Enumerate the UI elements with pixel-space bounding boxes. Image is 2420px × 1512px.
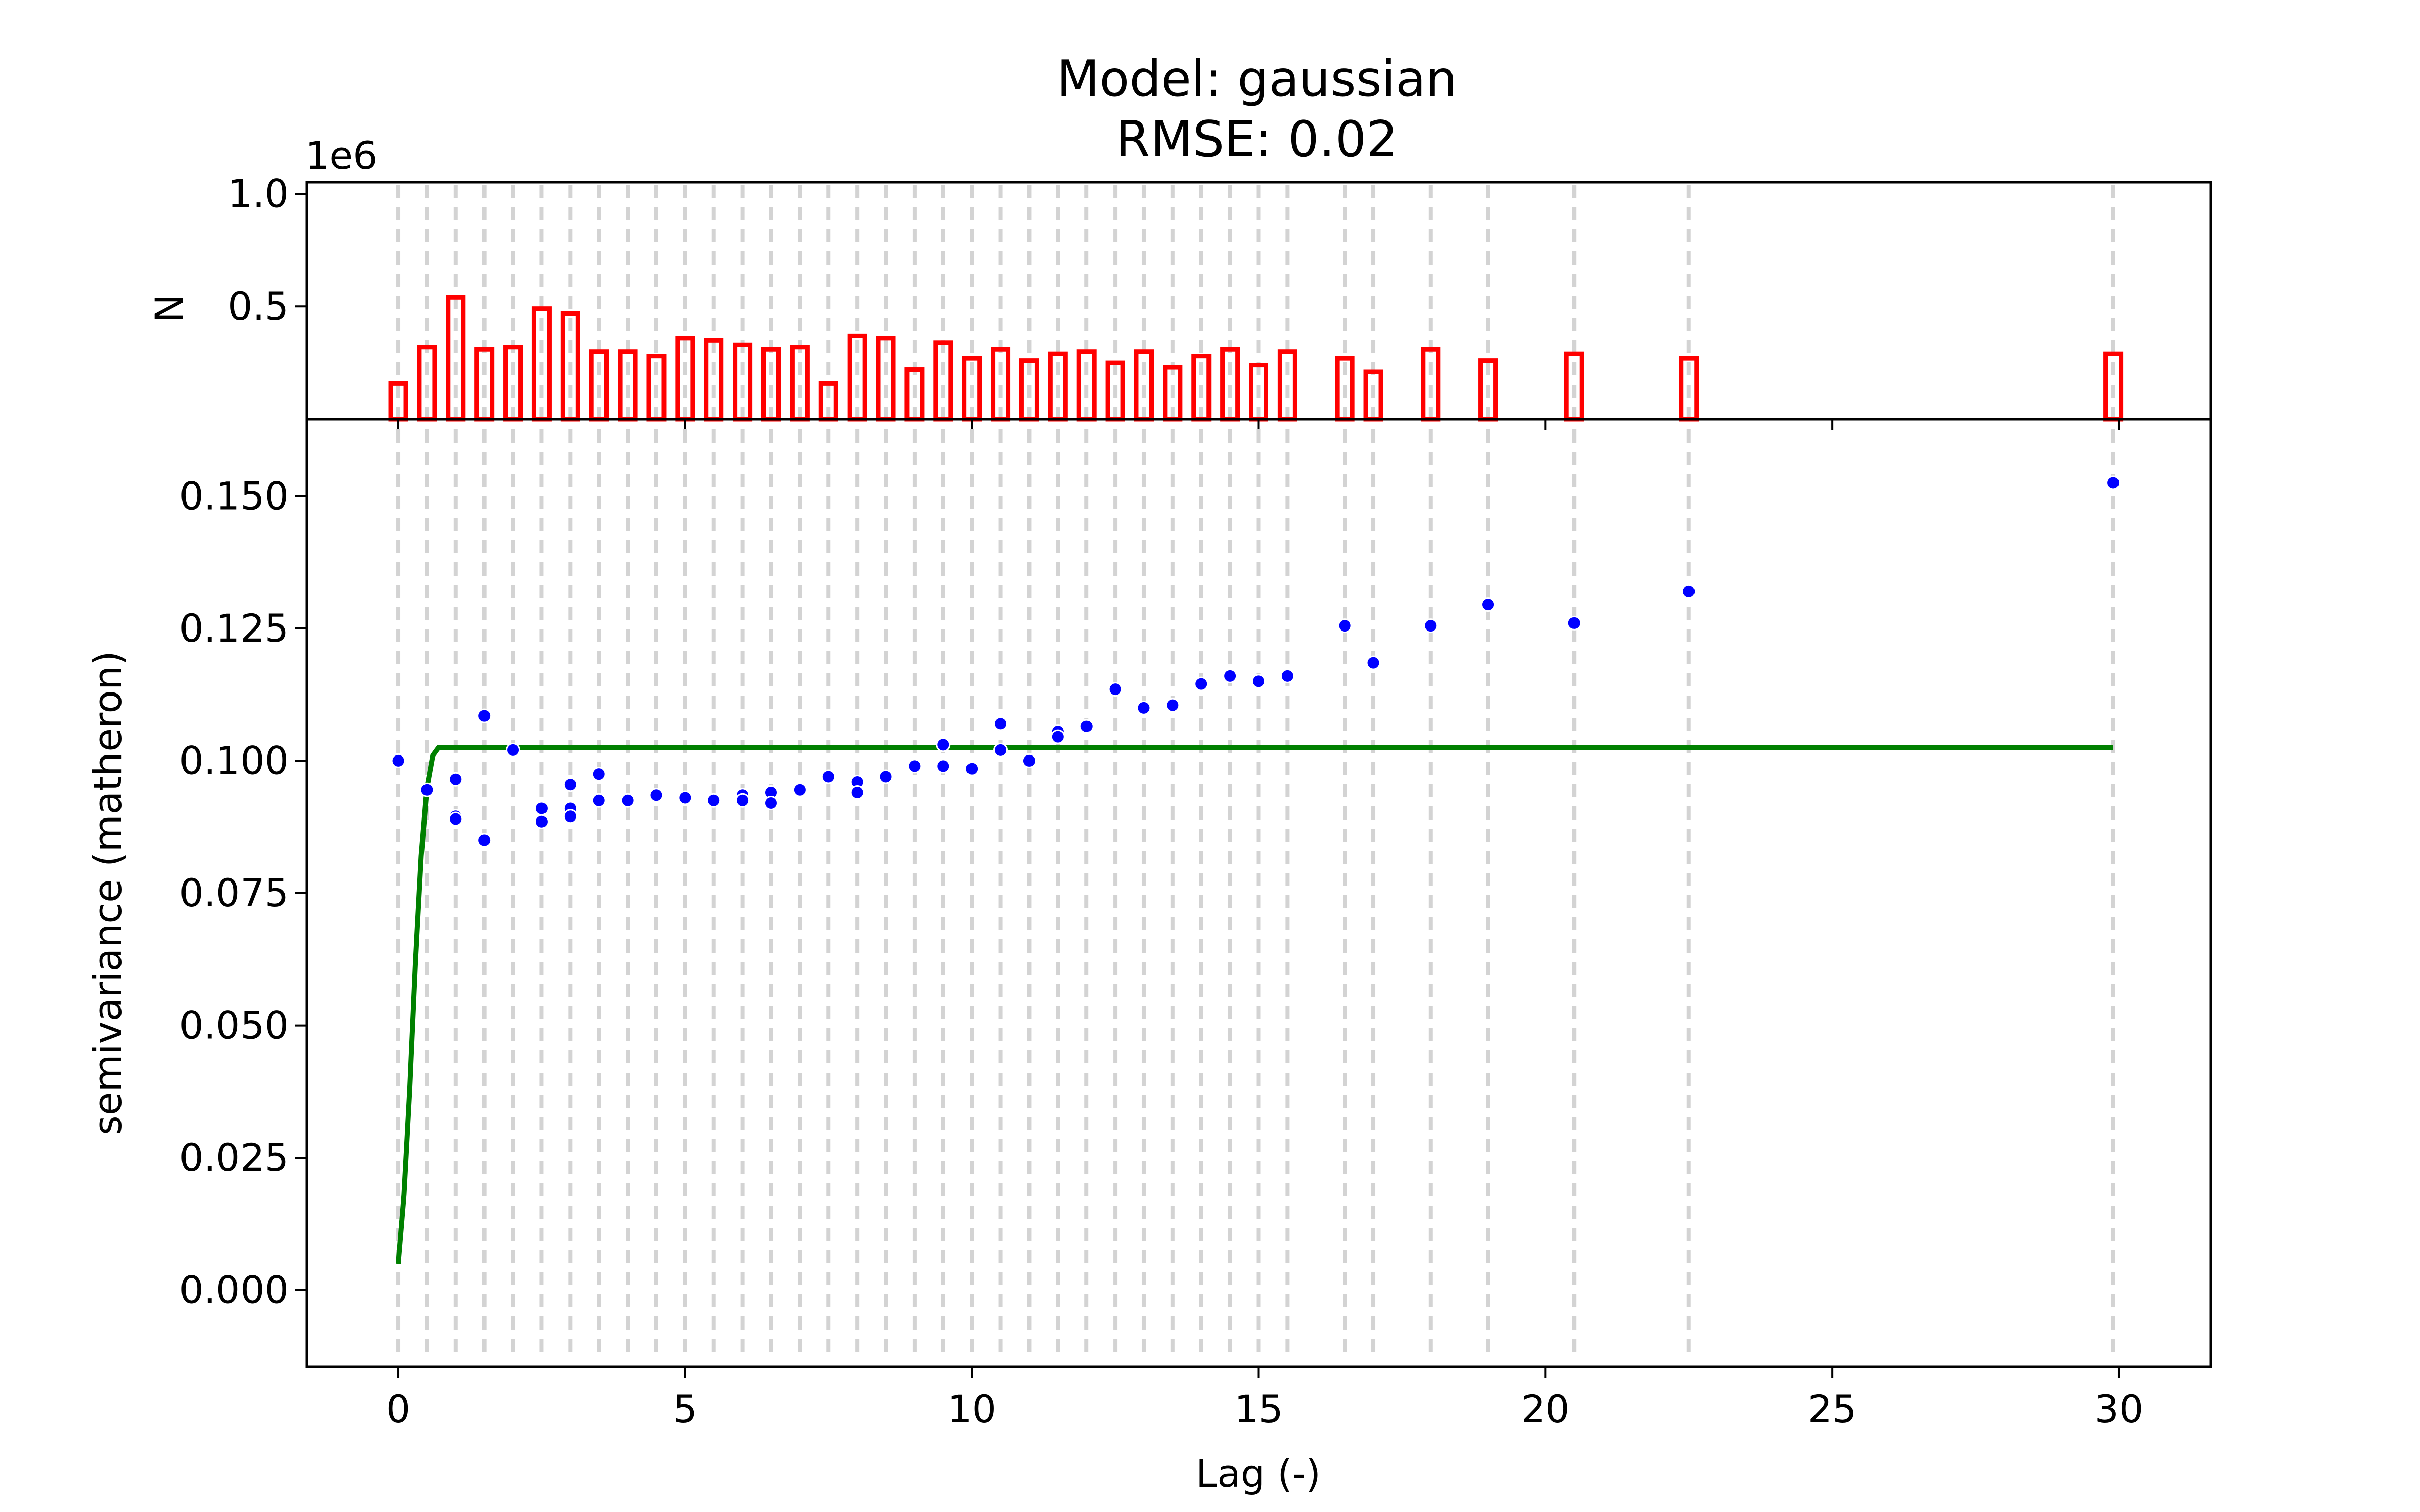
- histogram-y-tick-label: 0.5: [228, 284, 289, 329]
- variogram-point: [993, 742, 1008, 758]
- x-tick-label: 15: [1234, 1387, 1283, 1431]
- variogram-y-tick-label: 0.125: [179, 606, 289, 651]
- variogram-points: [391, 475, 2121, 848]
- variogram-point: [448, 772, 463, 787]
- variogram-point: [419, 782, 435, 797]
- variogram-point: [878, 769, 893, 784]
- variogram-point: [1021, 753, 1037, 768]
- variogram-point: [477, 708, 492, 723]
- variogram-point: [534, 814, 549, 829]
- variogram-point: [1423, 618, 1438, 634]
- variogram-point: [2106, 475, 2121, 490]
- variogram-point: [448, 811, 463, 827]
- x-tick-label: 5: [673, 1387, 697, 1431]
- variogram-point: [1079, 719, 1094, 734]
- variogram-point: [1566, 615, 1582, 631]
- variogram-point: [477, 833, 492, 848]
- variogram-point: [1337, 618, 1352, 634]
- variogram-x-ticks: 0 5 10 15 20 25 30: [386, 1367, 2143, 1431]
- variogram-point: [1223, 668, 1238, 683]
- variogram-panel: 0.000 0.025 0.050 0.075 0.100 0.125 0.150 0 5 10…: [85, 418, 2212, 1496]
- x-tick-label: 30: [2095, 1387, 2144, 1431]
- variogram-point: [964, 761, 980, 776]
- chart-subtitle: RMSE: 0.02: [1116, 111, 1398, 168]
- variogram-point: [1194, 676, 1209, 691]
- variogram-point: [649, 788, 664, 803]
- variogram-y-tick-label: 0.150: [179, 473, 289, 518]
- histogram-gridlines: [396, 185, 2115, 418]
- variogram-y-tick-label: 0.075: [179, 870, 289, 915]
- variogram-y-tick-label: 0.050: [179, 1003, 289, 1048]
- variogram-point: [1366, 655, 1381, 670]
- histogram-bars: [388, 295, 2124, 422]
- histogram-y-tick-label: 1.0: [228, 171, 289, 216]
- x-tick-label: 0: [386, 1387, 410, 1431]
- variogram-point: [1050, 729, 1065, 744]
- x-axis-label: Lag (-): [1196, 1451, 1321, 1496]
- histogram-panel: 0.5 1.0 1e6 N: [147, 133, 2212, 430]
- variogram-y-label: semivariance (matheron): [85, 651, 130, 1136]
- variogram-point: [591, 793, 607, 808]
- variogram-point: [936, 759, 951, 774]
- variogram-point: [936, 737, 951, 752]
- variogram-point: [1481, 597, 1496, 612]
- variogram-point: [1251, 674, 1266, 689]
- variogram-point: [1280, 668, 1295, 683]
- variogram-y-ticks: 0.000 0.025 0.050 0.075 0.100 0.125 0.150: [179, 473, 307, 1312]
- histogram-x-ticks: [397, 419, 2120, 430]
- x-tick-label: 10: [947, 1387, 996, 1431]
- x-tick-label: 20: [1521, 1387, 1570, 1431]
- variogram-y-tick-label: 0.025: [179, 1135, 289, 1180]
- variogram-point: [391, 753, 406, 768]
- histogram-scale-label: 1e6: [305, 133, 377, 178]
- variogram-point: [735, 793, 750, 808]
- variogram-point: [850, 785, 865, 800]
- x-tick-label: 25: [1808, 1387, 1857, 1431]
- variogram-point: [1108, 682, 1123, 697]
- variogram-point: [1165, 698, 1180, 713]
- variogram-point: [506, 742, 521, 758]
- variogram-point: [1681, 584, 1697, 599]
- histogram-y-ticks: 0.5 1.0: [228, 171, 307, 329]
- variogram-point: [792, 782, 807, 797]
- histogram-y-label: N: [147, 294, 192, 323]
- variogram-point: [821, 769, 836, 784]
- variogram-y-tick-label: 0.000: [179, 1268, 289, 1312]
- variogram-point: [1136, 700, 1152, 715]
- variogram-point: [706, 793, 721, 808]
- variogram-point: [563, 809, 578, 824]
- variogram-point: [591, 767, 607, 782]
- variogram-point: [678, 790, 693, 805]
- variogram-point: [563, 777, 578, 792]
- variogram-point: [993, 716, 1008, 731]
- variogram-point: [763, 795, 778, 810]
- chart-title: Model: gaussian: [1057, 50, 1457, 108]
- variogram-point: [907, 759, 922, 774]
- variogram-y-tick-label: 0.100: [179, 738, 289, 783]
- variogram-point: [534, 801, 549, 816]
- variogram-point: [620, 793, 635, 808]
